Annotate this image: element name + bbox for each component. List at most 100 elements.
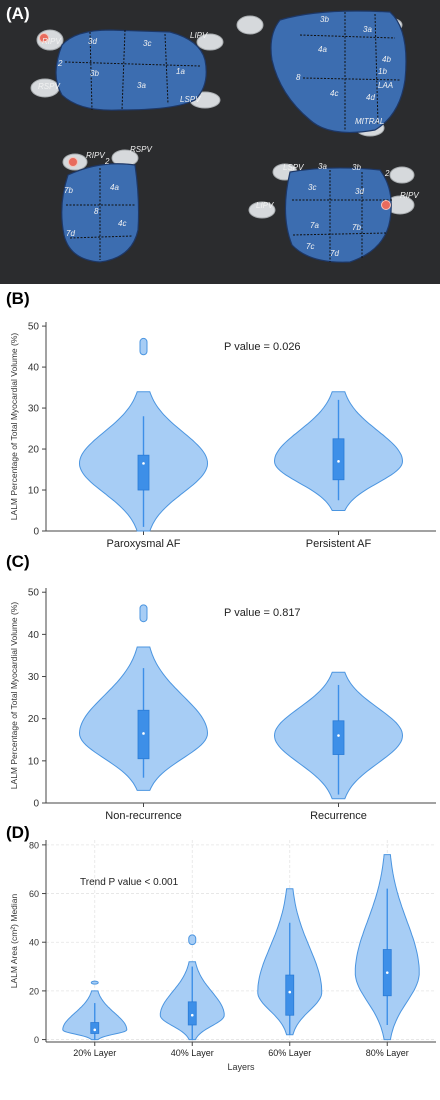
panel-label-b: (B)	[6, 289, 30, 308]
segment-label: MITRAL	[355, 117, 384, 126]
y-tick-label: 0	[33, 799, 39, 810]
x-tick-label: 80% Layer	[366, 1048, 409, 1058]
x-tick-label: Paroxysmal AF	[107, 538, 181, 550]
panel-label-c: (C)	[6, 552, 30, 571]
segment-label: 3d	[355, 187, 364, 196]
y-tick-label: 40	[28, 630, 40, 641]
violin-1	[159, 934, 225, 1041]
segment-label: 8	[94, 207, 99, 216]
segment-label: RIPV	[42, 37, 61, 46]
violin-0	[78, 604, 209, 791]
segment-label: RSPV	[130, 145, 152, 154]
iqr-box	[332, 720, 345, 755]
segment-label: 3c	[308, 183, 316, 192]
iqr-box	[90, 1022, 100, 1034]
segment-label: LAA	[378, 81, 393, 90]
chart-b: 0 10 20 30 40 50 LALM Percentage of Total Myoc…	[9, 322, 436, 550]
outlier-lobe	[139, 604, 148, 623]
median-dot	[142, 732, 145, 735]
violin-0	[62, 980, 128, 1041]
violin-3	[354, 854, 420, 1041]
segment-label: 3b	[352, 163, 361, 172]
segment-label: LIPV	[190, 31, 208, 40]
anatomy-figure: RIPV 3d 3c LIPV 2 3b 1a RSPV 3a LSPV 3b 3a 4a 4b 1b LAA…	[30, 10, 419, 263]
y-tick-label: 20	[28, 714, 40, 725]
violin-2	[257, 888, 323, 1036]
median-dot	[337, 460, 340, 463]
segment-label: 4a	[110, 183, 119, 192]
segment-label: LIPV	[256, 201, 274, 210]
p-value-annotation: Trend P value < 0.001	[80, 877, 179, 888]
violin-1	[273, 671, 404, 800]
segment-label: 4c	[118, 219, 126, 228]
x-tick-label: Persistent AF	[306, 538, 372, 550]
segment-label: RIPV	[86, 151, 105, 160]
y-axis-label: LALM Area (cm²) Median	[9, 893, 19, 988]
median-dot	[385, 971, 389, 974]
median-dot	[190, 1013, 194, 1017]
segment-label: 2	[384, 169, 390, 178]
segment-label: 4d	[366, 93, 375, 102]
segment-label: 2	[104, 157, 110, 166]
y-tick-label: 60	[29, 889, 39, 899]
violin-1	[273, 391, 404, 511]
y-tick-label: 40	[28, 363, 40, 374]
segment-label: 4c	[330, 89, 338, 98]
y-tick-label: 50	[28, 322, 40, 333]
segment-label: 7d	[66, 229, 75, 238]
x-tick-label: 20% Layer	[73, 1048, 116, 1058]
iqr-box	[187, 1001, 197, 1026]
segment-label: 3a	[137, 81, 146, 90]
y-tick-label: 20	[28, 445, 40, 456]
chart-d: 0 20 40 60 80 LALM Area (cm²) Median 20% Layer…	[9, 840, 436, 1072]
iqr-box	[285, 974, 295, 1016]
y-tick-label: 0	[34, 1035, 39, 1045]
y-axis-label: LALM Percentage of Total Myocardial Volu…	[9, 602, 19, 790]
y-tick-label: 20	[29, 986, 39, 996]
segment-label: RIPV	[400, 191, 419, 200]
segment-label: 3b	[90, 69, 99, 78]
y-tick-label: 50	[28, 588, 40, 599]
y-tick-label: 30	[28, 672, 40, 683]
x-tick-label: 40% Layer	[171, 1048, 214, 1058]
y-tick-label: 80	[29, 840, 39, 850]
y-tick-label: 10	[28, 756, 40, 767]
median-dot	[93, 1028, 97, 1032]
segment-label: 3b	[320, 15, 329, 24]
heart-view4: LSPV 3a 3b 2 LIPV 3c 3d RIPV 7a 7b 7c 7d	[248, 162, 419, 263]
segment-label: 8	[296, 73, 301, 82]
median-dot	[142, 462, 145, 465]
violin-0	[78, 337, 209, 532]
segment-label: 4b	[382, 55, 391, 64]
panel-label-d: (D)	[6, 823, 30, 842]
segment-label: 2	[57, 59, 63, 68]
segment-label: 7c	[306, 242, 314, 251]
segment-label: LSPV	[180, 95, 201, 104]
segment-label: 3c	[143, 39, 151, 48]
segment-label: 7d	[330, 249, 339, 258]
median-dot	[337, 734, 340, 737]
anatomy-panel: (A) RIPV 3d 3c LIPV 2 3b 1a RSPV 3a LSPV 3b 3a 4a 4b 1…	[0, 0, 440, 284]
segment-label: 1b	[378, 67, 387, 76]
segment-label: 4a	[318, 45, 327, 54]
segment-label: 1a	[176, 67, 185, 76]
outlier-lobe	[188, 934, 197, 946]
segment-label: 7b	[352, 223, 361, 232]
chart-c: 0 10 20 30 40 50 LALM Percentage of Total Myoc…	[9, 588, 436, 822]
x-tick-label: Recurrence	[310, 810, 367, 822]
outlier-lobe	[139, 337, 148, 356]
segment-label: 3a	[363, 25, 372, 34]
heart-view1: RIPV 3d 3c LIPV 2 3b 1a RSPV 3a LSPV	[30, 29, 224, 111]
segment-label: 3d	[88, 37, 97, 46]
iqr-box	[332, 438, 345, 481]
x-tick-label: 60% Layer	[268, 1048, 311, 1058]
segment-label: RSPV	[38, 82, 60, 91]
y-axis-label: LALM Percentage of Total Myocardial Volu…	[9, 333, 19, 521]
outlier-lobe	[90, 980, 99, 985]
x-axis-label: Layers	[227, 1062, 255, 1072]
panel-label-a: (A)	[6, 4, 30, 23]
y-tick-label: 40	[29, 938, 39, 948]
median-dot	[288, 990, 292, 994]
p-value-annotation: P value = 0.817	[224, 607, 301, 619]
